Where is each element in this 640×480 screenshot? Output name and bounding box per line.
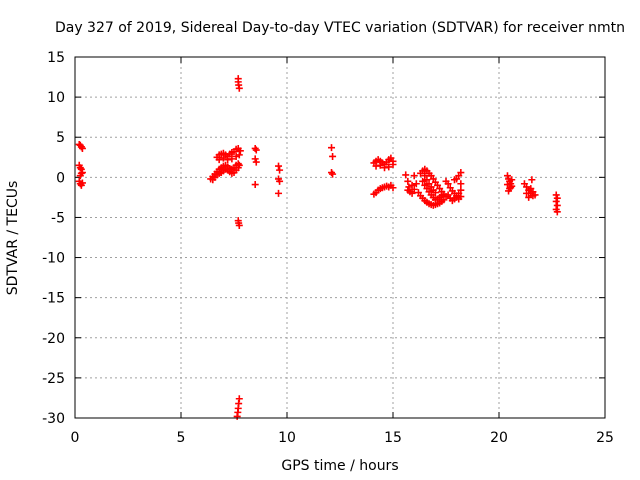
data-point: [251, 144, 259, 152]
data-point: [457, 193, 465, 201]
x-tick-label: 0: [71, 430, 80, 446]
y-tick-label: -15: [42, 291, 65, 307]
data-point: [275, 162, 283, 170]
x-tick-label: 15: [384, 430, 402, 446]
data-point: [408, 181, 416, 189]
data-point: [251, 181, 259, 189]
data-point: [219, 154, 227, 162]
data-point: [457, 180, 465, 188]
data-point: [236, 147, 244, 155]
data-point: [376, 161, 384, 169]
data-point: [372, 162, 380, 170]
data-point: [503, 181, 511, 189]
data-point: [523, 189, 531, 197]
data-point: [252, 158, 260, 166]
data-point: [457, 186, 465, 194]
data-point: [508, 176, 516, 184]
data-point: [525, 193, 533, 201]
data-point: [235, 84, 243, 92]
chart-title: Day 327 of 2019, Sidereal Day-to-day VTE…: [55, 20, 625, 36]
x-tick-label: 25: [596, 430, 614, 446]
ticks: 0 5 10 15 20 25 -30 -25 -20 -15 -10 -5 0 5 10 15: [42, 50, 614, 446]
data-point: [412, 180, 420, 188]
data-point: [528, 176, 536, 184]
x-tick-label: 10: [278, 430, 296, 446]
data-point: [404, 177, 412, 185]
data-point: [385, 163, 393, 171]
data-point: [402, 171, 410, 179]
data-point: [77, 169, 85, 177]
data-point: [450, 176, 458, 184]
data-point: [553, 194, 561, 202]
data-point: [224, 156, 232, 164]
data-point: [507, 184, 515, 192]
data-point: [553, 201, 561, 209]
x-axis-label: GPS time / hours: [281, 458, 398, 474]
x-tick-label: 5: [177, 430, 186, 446]
data-point: [252, 146, 260, 154]
y-tick-label: -20: [42, 331, 65, 347]
data-points: [75, 75, 561, 420]
data-point: [78, 144, 86, 152]
data-point: [438, 192, 446, 200]
data-point: [410, 185, 418, 193]
data-point: [328, 144, 336, 152]
data-point: [389, 160, 397, 168]
y-tick-label: -30: [42, 411, 65, 427]
grid: [75, 57, 605, 418]
data-point: [552, 191, 560, 199]
data-point: [251, 155, 259, 163]
data-point: [329, 170, 337, 178]
data-point: [423, 176, 431, 184]
y-tick-label: -25: [42, 371, 65, 387]
data-point: [404, 186, 412, 194]
data-point: [410, 172, 418, 180]
data-point: [234, 164, 242, 172]
y-tick-label: 10: [47, 90, 65, 106]
data-point: [329, 152, 337, 160]
data-point: [235, 395, 243, 403]
data-point: [381, 164, 389, 172]
data-point: [275, 189, 283, 197]
data-point: [503, 172, 511, 180]
x-tick-label: 20: [490, 430, 508, 446]
y-tick-label: -10: [42, 251, 65, 267]
y-tick-label: 5: [56, 130, 65, 146]
data-point: [235, 151, 243, 159]
data-point: [431, 189, 439, 197]
data-point: [228, 155, 236, 163]
data-point: [235, 221, 243, 229]
data-point: [444, 180, 452, 188]
data-point: [531, 191, 539, 199]
data-point: [389, 184, 397, 192]
data-point: [552, 197, 560, 205]
y-tick-label: 15: [47, 50, 65, 66]
data-point: [553, 208, 561, 216]
data-point: [328, 169, 336, 177]
data-point: [419, 177, 427, 185]
data-point: [421, 172, 429, 180]
data-point: [276, 166, 284, 174]
y-tick-label: 0: [56, 170, 65, 186]
data-point: [78, 179, 86, 187]
plot-frame: [74, 56, 606, 419]
data-point: [408, 189, 416, 197]
y-tick-label: -5: [51, 210, 65, 226]
data-point: [276, 177, 284, 185]
y-axis-label: SDTVAR / TECUs: [5, 181, 21, 296]
data-point: [215, 156, 223, 164]
